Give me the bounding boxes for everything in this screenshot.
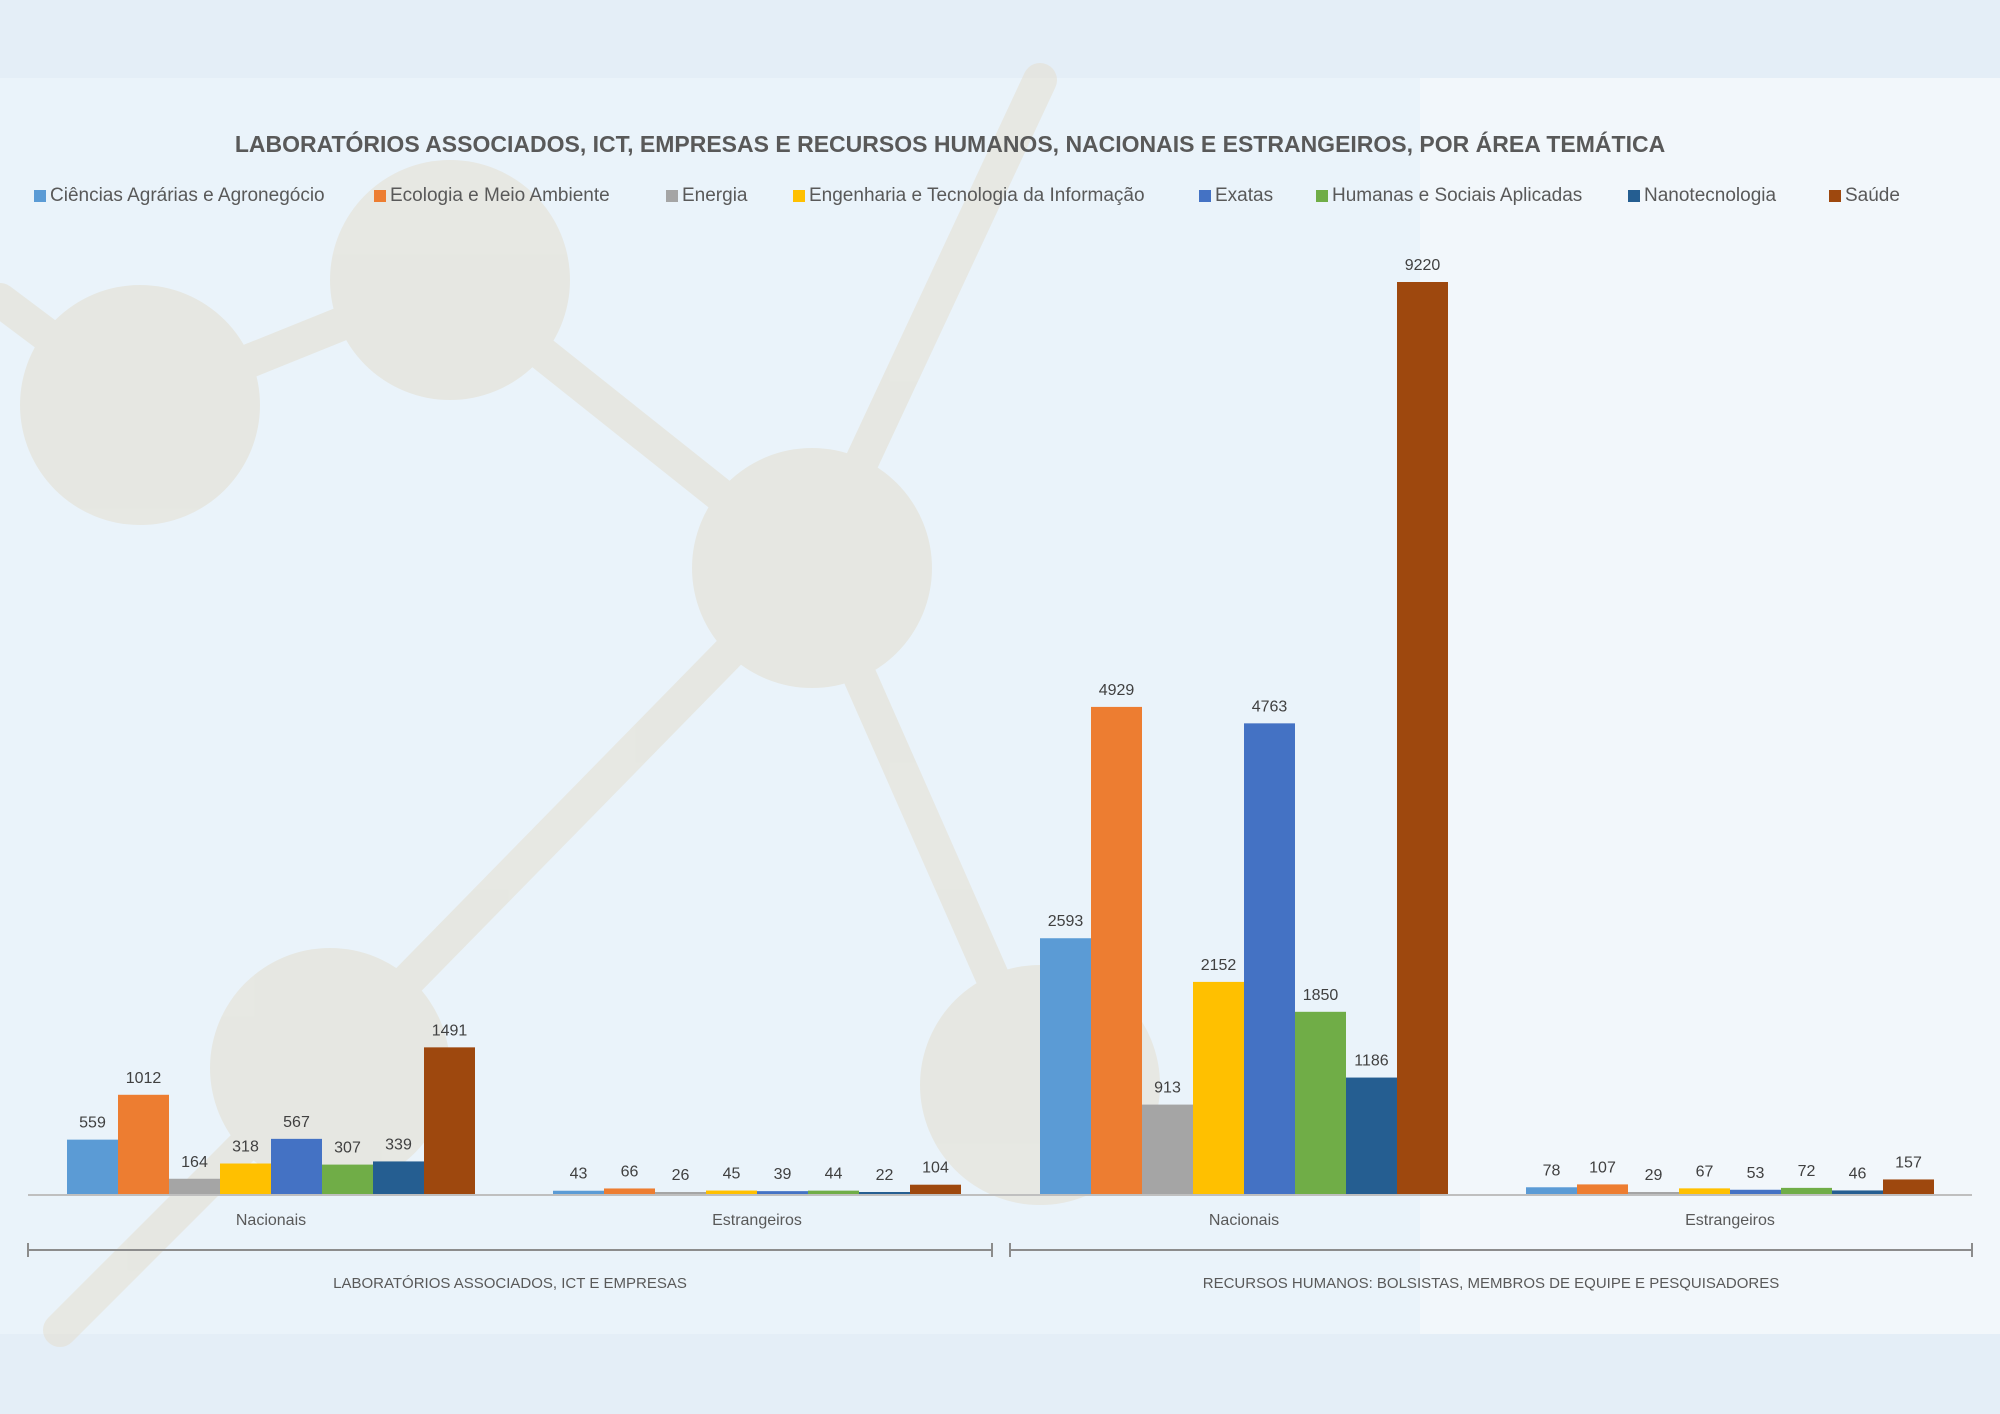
bar (553, 1190, 604, 1195)
bar (1346, 1077, 1397, 1195)
data-label: 157 (1895, 1154, 1922, 1171)
legend-label: Saúde (1845, 185, 1900, 206)
data-label: 45 (723, 1166, 741, 1183)
bar (1730, 1189, 1781, 1195)
background-decoration (0, 63, 1160, 1347)
bar (322, 1164, 373, 1195)
data-label: 1186 (1354, 1053, 1389, 1070)
data-label: 9220 (1405, 257, 1441, 274)
bar (706, 1190, 757, 1195)
legend: Ciências Agrárias e Agronegócio Ecologia … (34, 185, 1900, 206)
legend-swatch (1628, 190, 1640, 202)
data-label: 913 (1154, 1080, 1181, 1097)
chart-title: LABORATÓRIOS ASSOCIADOS, ICT, EMPRESAS E… (235, 130, 1665, 157)
bar (424, 1047, 475, 1195)
data-label: 164 (181, 1154, 208, 1171)
group-label: LABORATÓRIOS ASSOCIADOS, ICT E EMPRESAS (333, 1275, 687, 1292)
data-label: 1012 (126, 1070, 162, 1087)
bar (1142, 1104, 1193, 1195)
bar (1832, 1190, 1883, 1195)
bar (1679, 1188, 1730, 1195)
data-label: 46 (1849, 1165, 1867, 1182)
data-label: 339 (385, 1136, 412, 1153)
data-label: 66 (621, 1163, 639, 1180)
data-label: 67 (1696, 1163, 1714, 1180)
bar (373, 1161, 424, 1195)
legend-label: Exatas (1215, 185, 1273, 206)
data-label: 44 (825, 1166, 843, 1183)
bar (169, 1178, 220, 1195)
legend-label: Energia (682, 185, 748, 206)
data-label: 2152 (1201, 957, 1237, 974)
bar (1883, 1179, 1934, 1195)
data-label: 26 (672, 1167, 690, 1184)
bar (118, 1094, 169, 1195)
legend-label: Ecologia e Meio Ambiente (390, 185, 610, 206)
data-label: 4763 (1252, 698, 1288, 715)
legend-swatch (1199, 190, 1211, 202)
data-label: 318 (232, 1139, 259, 1156)
data-label: 107 (1589, 1159, 1616, 1176)
legend-swatch (1829, 190, 1841, 202)
legend-label: Nanotecnologia (1644, 185, 1776, 206)
data-label: 72 (1798, 1163, 1816, 1180)
data-label: 2593 (1048, 913, 1084, 930)
data-label: 53 (1747, 1165, 1765, 1182)
legend-swatch (1316, 190, 1328, 202)
bar (655, 1192, 706, 1195)
bar (1397, 282, 1448, 1195)
bar (1244, 723, 1295, 1195)
data-label: 29 (1645, 1167, 1663, 1184)
category-label: Estrangeiros (712, 1212, 802, 1229)
group-label: RECURSOS HUMANOS: BOLSISTAS, MEMBROS DE … (1203, 1275, 1780, 1292)
plot-area: 559 1012 164 318 567 307 339 1491 Nacionais 43 66 2… (27, 257, 1973, 1292)
bar (910, 1184, 961, 1195)
data-label: 104 (922, 1160, 949, 1177)
bar (1781, 1187, 1832, 1195)
bar (1628, 1192, 1679, 1195)
data-label: 39 (774, 1166, 792, 1183)
bar (1193, 981, 1244, 1195)
background-light-area (1420, 78, 2000, 1334)
data-label: 22 (876, 1167, 894, 1184)
bar (757, 1191, 808, 1195)
bar (271, 1138, 322, 1195)
legend-label: Engenharia e Tecnologia da Informação (809, 185, 1145, 206)
legend-swatch (34, 190, 46, 202)
data-label: 307 (334, 1140, 361, 1157)
bar (1091, 706, 1142, 1195)
bar (67, 1139, 118, 1195)
bar (604, 1188, 655, 1195)
legend-swatch (374, 190, 386, 202)
legend-swatch (666, 190, 678, 202)
data-label: 1491 (432, 1022, 468, 1039)
data-label: 43 (570, 1166, 588, 1183)
bar (220, 1163, 271, 1195)
data-label: 559 (79, 1115, 106, 1132)
category-label: Nacionais (236, 1212, 306, 1229)
data-label: 4929 (1099, 682, 1135, 699)
data-label: 567 (283, 1114, 310, 1131)
bar (1577, 1184, 1628, 1195)
category-label: Estrangeiros (1685, 1212, 1775, 1229)
legend-label: Ciências Agrárias e Agronegócio (50, 185, 325, 206)
legend-label: Humanas e Sociais Aplicadas (1332, 185, 1582, 206)
bar (1295, 1011, 1346, 1195)
data-label: 1850 (1303, 987, 1339, 1004)
bar (1526, 1187, 1577, 1195)
bar (808, 1190, 859, 1195)
category-label: Nacionais (1209, 1212, 1279, 1229)
bar (1040, 938, 1091, 1195)
data-label: 78 (1543, 1162, 1561, 1179)
bar (859, 1192, 910, 1195)
legend-swatch (793, 190, 805, 202)
